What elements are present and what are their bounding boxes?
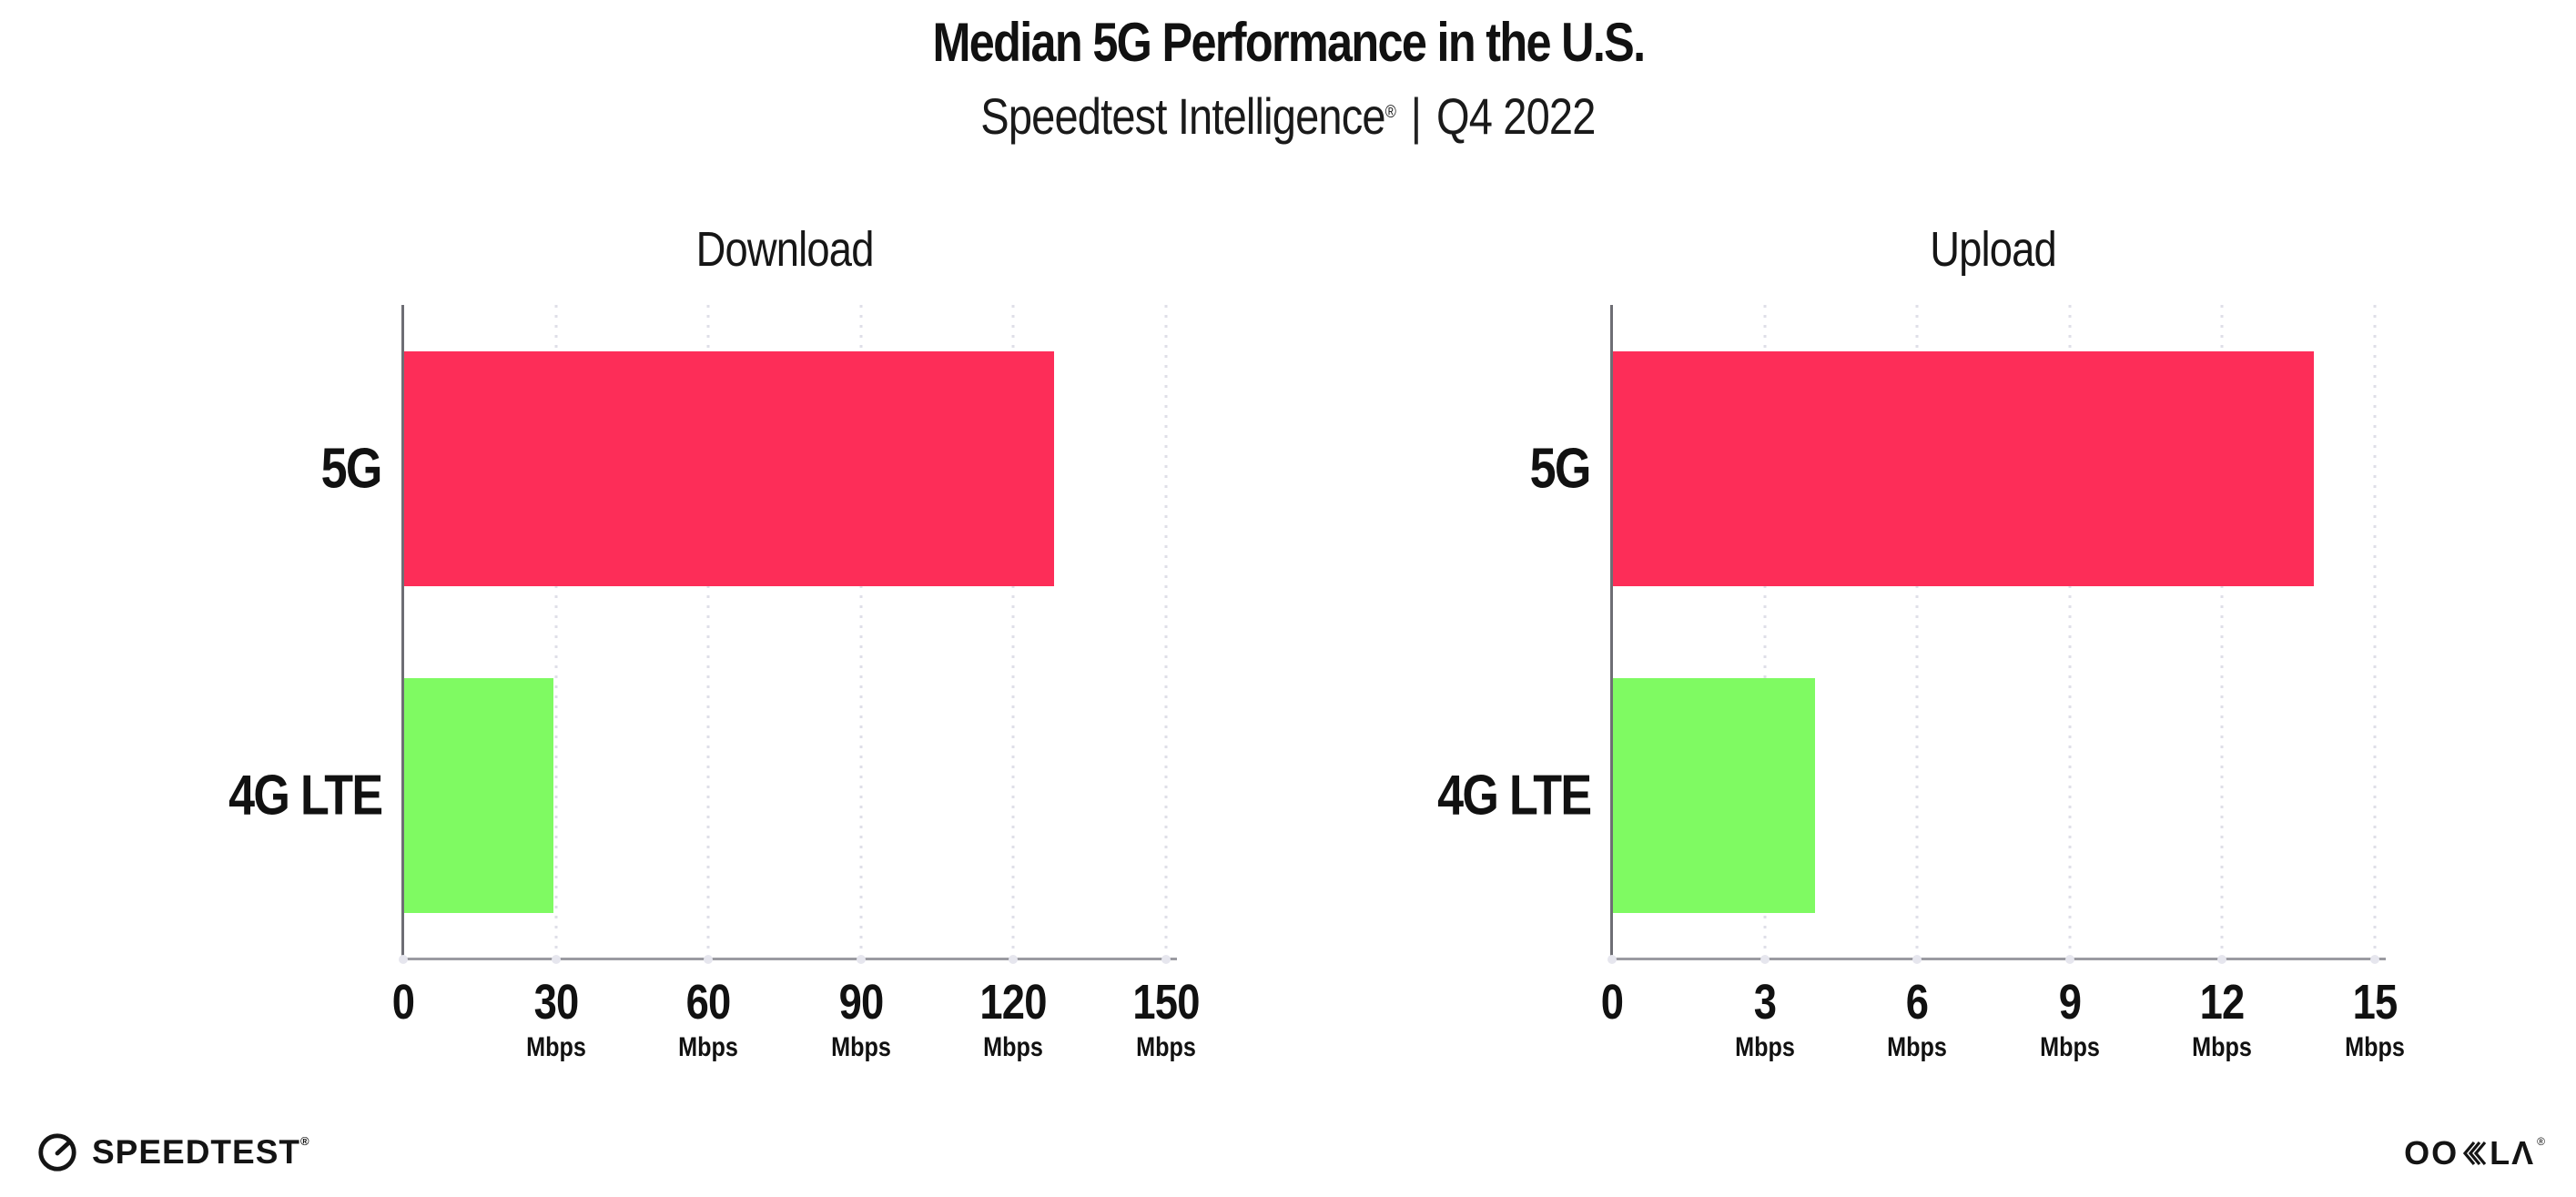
axis-tick-dot bbox=[704, 955, 714, 964]
gridline bbox=[2068, 305, 2072, 959]
gridline bbox=[554, 305, 558, 959]
gridline bbox=[2373, 305, 2377, 959]
x-tick-value: 90 bbox=[838, 975, 884, 1030]
axis-tick-dot bbox=[399, 955, 408, 964]
x-tick-unit: Mbps bbox=[1734, 1031, 1795, 1062]
gridline bbox=[859, 305, 863, 959]
ookla-registered-mark: ® bbox=[2537, 1135, 2545, 1148]
x-tick-unit: Mbps bbox=[2192, 1031, 2253, 1062]
bar-5g bbox=[403, 350, 1055, 586]
x-tick-value: 15 bbox=[2352, 975, 2399, 1030]
speedtest-wordmark: SPEEDTEST® bbox=[92, 1133, 310, 1171]
x-tick-label: 30 Mbps bbox=[520, 977, 591, 1063]
gridline bbox=[1763, 305, 1767, 959]
bar-4g-lte bbox=[1612, 677, 1816, 913]
y-category-label: 4G LTE bbox=[1436, 764, 1592, 827]
ookla-k-chevron-icon bbox=[2463, 1141, 2487, 1166]
x-tick-value: 0 bbox=[391, 975, 415, 1030]
gridline bbox=[1915, 305, 1919, 959]
y-category-label: 4G LTE bbox=[228, 764, 383, 827]
bar-5g bbox=[1612, 350, 2314, 586]
x-tick-label: 9 Mbps bbox=[2034, 977, 2105, 1063]
x-tick-value: 60 bbox=[685, 975, 732, 1030]
axis-tick-dot bbox=[1009, 955, 1019, 964]
registered-mark: ® bbox=[1384, 102, 1396, 122]
x-tick-label: 120 Mbps bbox=[974, 977, 1053, 1063]
x-tick-value: 0 bbox=[1600, 975, 1624, 1030]
ookla-wordmark-left: OO bbox=[2404, 1134, 2459, 1172]
subtitle-brand: Speedtest Intelligence bbox=[980, 87, 1385, 145]
page-title: Median 5G Performance in the U.S. bbox=[0, 13, 2576, 73]
y-category-label: 5G bbox=[320, 437, 383, 501]
x-tick-label: 150 Mbps bbox=[1126, 977, 1205, 1063]
gridline bbox=[706, 305, 710, 959]
speedtest-gauge-icon bbox=[38, 1133, 76, 1172]
subtitle-separator: | bbox=[1410, 87, 1422, 145]
x-tick-unit: Mbps bbox=[2345, 1031, 2405, 1062]
x-tick-label: 90 Mbps bbox=[826, 977, 897, 1063]
gridline bbox=[1164, 305, 1168, 959]
x-tick-unit: Mbps bbox=[678, 1031, 739, 1062]
x-tick-unit: Mbps bbox=[983, 1031, 1044, 1062]
x-tick-label: 15 Mbps bbox=[2339, 977, 2410, 1063]
gridline bbox=[2220, 305, 2224, 959]
axis-tick-dot bbox=[1760, 955, 1770, 964]
upload-chart-title: Upload bbox=[1930, 222, 2058, 277]
speedtest-registered-mark: ® bbox=[300, 1134, 310, 1148]
ookla-wordmark-right: LΛ bbox=[2490, 1134, 2536, 1172]
download-chart-title: Download bbox=[695, 222, 874, 277]
axis-tick-dot bbox=[856, 955, 866, 964]
gridline bbox=[1011, 305, 1015, 959]
upload-plot-area: 0 3 Mbps 6 Mbps 9 Mbps 12 Mbps 15 Mbps 5G 4G LTE bbox=[1437, 305, 2405, 1062]
x-tick-value: 120 bbox=[979, 975, 1048, 1030]
subtitle-period: Q4 2022 bbox=[1436, 87, 1596, 145]
axis-tick-dot bbox=[1607, 955, 1617, 964]
x-tick-label: 3 Mbps bbox=[1729, 977, 1800, 1063]
axis-tick-dot bbox=[1912, 955, 1922, 964]
download-plot-area: 0 30 Mbps 60 Mbps 90 Mbps 120 Mbps 150 Mbps 5G 4G LT… bbox=[228, 305, 1200, 1062]
x-tick-label: 60 Mbps bbox=[673, 977, 744, 1063]
bar-4g-lte bbox=[403, 677, 553, 913]
axis-tick-dot bbox=[551, 955, 561, 964]
x-tick-unit: Mbps bbox=[1887, 1031, 1948, 1062]
axis-tick-dot bbox=[2064, 955, 2074, 964]
y-category-label: 5G bbox=[1529, 437, 1592, 501]
x-tick-value: 150 bbox=[1132, 975, 1200, 1030]
x-tick-value: 6 bbox=[1905, 975, 1929, 1030]
upload-chart: Upload 0 3 Mbps 6 Mbps 9 Mbps 12 Mbps 15 Mbps 5G 4G … bbox=[1437, 222, 2405, 1062]
x-tick-label: 12 Mbps bbox=[2186, 977, 2257, 1063]
x-tick-unit: Mbps bbox=[2039, 1031, 2100, 1062]
page-title-text: Median 5G Performance in the U.S. bbox=[932, 12, 1646, 73]
x-tick-value: 30 bbox=[533, 975, 579, 1030]
x-tick-label: 6 Mbps bbox=[1881, 977, 1952, 1063]
x-tick-value: 12 bbox=[2199, 975, 2246, 1030]
x-tick-label: 0 bbox=[1598, 977, 1625, 1029]
x-tick-value: 9 bbox=[2058, 975, 2082, 1030]
x-tick-label: 0 bbox=[390, 977, 416, 1029]
x-tick-unit: Mbps bbox=[830, 1031, 891, 1062]
axis-tick-dot bbox=[2370, 955, 2379, 964]
x-tick-unit: Mbps bbox=[1136, 1031, 1196, 1062]
page-subtitle: Speedtest Intelligence® | Q4 2022 bbox=[0, 87, 2576, 146]
axis-tick-dot bbox=[2217, 955, 2227, 964]
axis-tick-dot bbox=[1161, 955, 1171, 964]
x-tick-value: 3 bbox=[1753, 975, 1776, 1030]
page-subtitle-text: Speedtest Intelligence® | Q4 2022 bbox=[980, 87, 1596, 146]
download-chart: Download 0 30 Mbps 60 Mbps 90 Mbps 120 Mbps 150 Mb… bbox=[228, 222, 1201, 1062]
speedtest-logo: SPEEDTEST® bbox=[36, 1131, 310, 1173]
x-tick-unit: Mbps bbox=[525, 1031, 586, 1062]
ookla-logo: OO LΛ ® bbox=[2404, 1134, 2545, 1172]
